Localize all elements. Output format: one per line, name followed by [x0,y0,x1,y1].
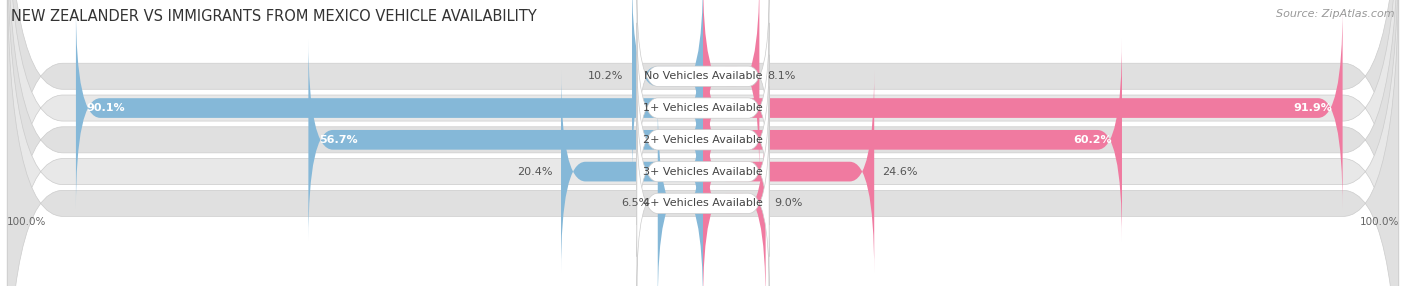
FancyBboxPatch shape [7,0,1399,286]
Text: 90.1%: 90.1% [86,103,125,113]
FancyBboxPatch shape [703,0,759,178]
Text: 60.2%: 60.2% [1073,135,1112,145]
FancyBboxPatch shape [7,0,1399,286]
Text: 4+ Vehicles Available: 4+ Vehicles Available [643,198,763,208]
FancyBboxPatch shape [703,38,1122,241]
Text: 8.1%: 8.1% [768,71,796,81]
Text: 6.5%: 6.5% [621,198,650,208]
FancyBboxPatch shape [637,118,769,286]
FancyBboxPatch shape [637,86,769,257]
FancyBboxPatch shape [703,70,875,273]
Text: 100.0%: 100.0% [1360,217,1399,227]
FancyBboxPatch shape [637,0,769,161]
Text: 56.7%: 56.7% [319,135,357,145]
FancyBboxPatch shape [308,38,703,241]
Text: No Vehicles Available: No Vehicles Available [644,71,762,81]
Text: 91.9%: 91.9% [1294,103,1331,113]
Text: 1+ Vehicles Available: 1+ Vehicles Available [643,103,763,113]
Text: 10.2%: 10.2% [588,71,624,81]
Text: 3+ Vehicles Available: 3+ Vehicles Available [643,167,763,176]
FancyBboxPatch shape [7,0,1399,286]
Text: 20.4%: 20.4% [517,167,553,176]
FancyBboxPatch shape [703,7,1343,209]
FancyBboxPatch shape [658,102,703,286]
FancyBboxPatch shape [7,0,1399,286]
Legend: New Zealander, Immigrants from Mexico: New Zealander, Immigrants from Mexico [565,285,841,286]
Text: 24.6%: 24.6% [883,167,918,176]
FancyBboxPatch shape [637,23,769,193]
FancyBboxPatch shape [7,0,1399,286]
Text: 100.0%: 100.0% [7,217,46,227]
FancyBboxPatch shape [637,55,769,225]
Text: 9.0%: 9.0% [773,198,803,208]
FancyBboxPatch shape [561,70,703,273]
FancyBboxPatch shape [76,7,703,209]
FancyBboxPatch shape [703,102,766,286]
Text: Source: ZipAtlas.com: Source: ZipAtlas.com [1277,9,1395,19]
Text: NEW ZEALANDER VS IMMIGRANTS FROM MEXICO VEHICLE AVAILABILITY: NEW ZEALANDER VS IMMIGRANTS FROM MEXICO … [11,9,537,23]
Text: 2+ Vehicles Available: 2+ Vehicles Available [643,135,763,145]
FancyBboxPatch shape [633,0,703,178]
